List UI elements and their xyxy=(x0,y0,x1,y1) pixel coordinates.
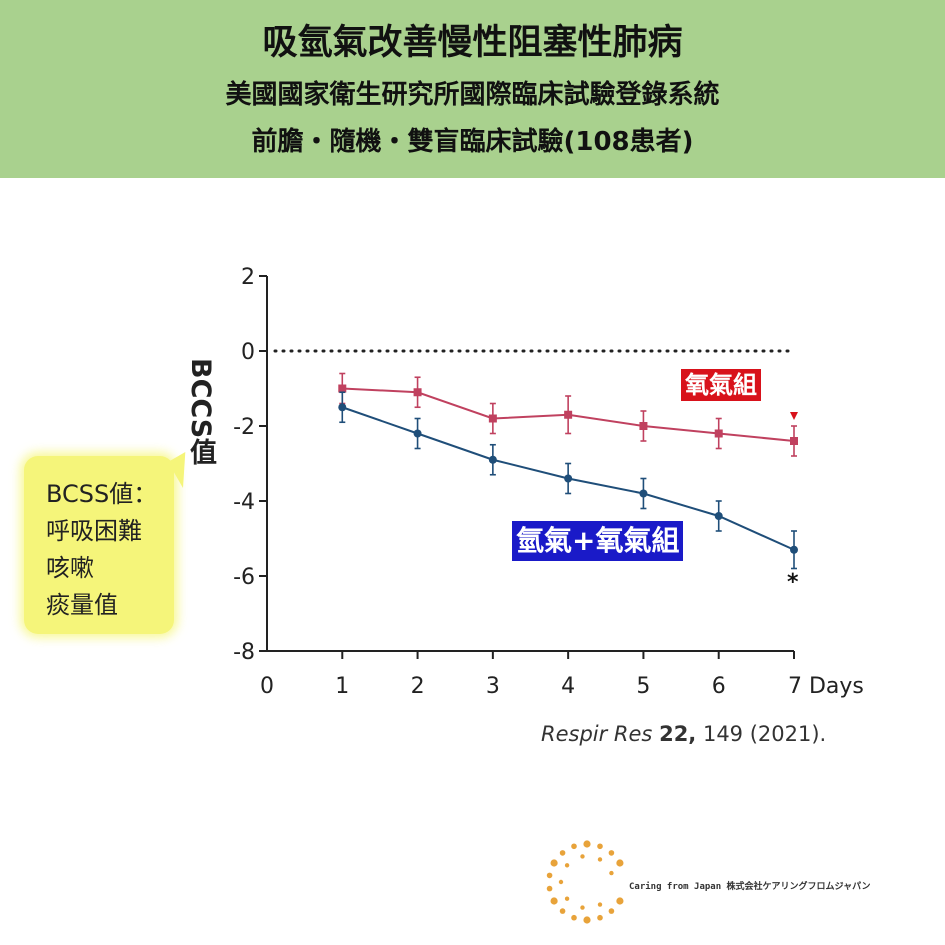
logo-dot xyxy=(597,902,603,907)
y-tick-label: -8 xyxy=(233,640,255,665)
y-axis-label: BCCS值 xyxy=(185,358,216,466)
logo-text: Caring from Japan 株式会社ケアリングフロムジャパン xyxy=(629,882,871,892)
x-tick-label: 7 Days xyxy=(788,674,864,699)
data-point-circle xyxy=(714,512,723,520)
y-tick-label: 0 xyxy=(241,340,255,365)
x-tick-label: 0 xyxy=(260,674,274,699)
logo-dot xyxy=(580,905,585,910)
y-tick-label: -6 xyxy=(233,565,255,590)
citation-volume: 22, xyxy=(659,722,697,746)
logo-dot xyxy=(583,916,591,924)
logo-dot xyxy=(580,854,585,859)
company-logo-icon xyxy=(546,840,624,924)
header-banner: 吸氫氣改善慢性阻塞性肺病 美國國家衛生研究所國際臨床試驗登錄系統 前膽・隨機・雙… xyxy=(0,0,945,178)
legend-label-hydrogen-oxygen-group: 氫氣+氧氣組 xyxy=(512,521,684,561)
logo-dot xyxy=(616,897,624,905)
logo-dot xyxy=(583,840,591,848)
logo-dot xyxy=(564,863,570,868)
logo-dot xyxy=(546,885,553,892)
x-tick-label: 6 xyxy=(712,674,726,699)
data-point-square xyxy=(338,384,347,393)
citation: Respir Res 22, 149 (2021). xyxy=(541,722,826,746)
data-point-circle xyxy=(413,429,422,438)
significance-star: * xyxy=(787,570,799,595)
citation-journal: Respir Res xyxy=(541,722,653,746)
data-point-circle xyxy=(564,474,573,483)
callout-line-sputum: 痰量值 xyxy=(46,591,118,619)
logo-dot xyxy=(608,908,615,914)
logo-dot xyxy=(559,850,566,856)
logo-dot xyxy=(597,914,603,921)
logo-dot xyxy=(546,872,553,879)
data-point-circle xyxy=(338,403,347,412)
logo-dot xyxy=(616,859,624,867)
callout-line-cough: 咳嗽 xyxy=(46,554,94,582)
y-tick-label: -4 xyxy=(233,490,255,515)
x-tick-label: 1 xyxy=(335,674,349,699)
x-tick-label: 3 xyxy=(486,674,500,699)
data-point-circle xyxy=(639,489,648,498)
logo-dot xyxy=(608,850,615,856)
x-tick-label: 4 xyxy=(561,674,575,699)
logo-dot xyxy=(550,897,558,905)
callout-line-bcss: BCSS値： xyxy=(46,480,158,508)
legend-label-oxygen-group: 氧氣組 xyxy=(681,369,761,401)
x-tick-label: 2 xyxy=(411,674,425,699)
y-tick-label: 2 xyxy=(241,265,255,290)
triangle-marker-icon xyxy=(790,412,798,420)
citation-pages: 149 (2021). xyxy=(696,722,827,746)
data-point-square xyxy=(714,429,723,438)
data-point-square xyxy=(564,410,573,419)
x-tick-label: 5 xyxy=(636,674,650,699)
page-subtitle-registry: 美國國家衛生研究所國際臨床試驗登錄系統 xyxy=(225,80,720,110)
logo-dot xyxy=(558,879,564,885)
logo-dot xyxy=(559,908,566,914)
data-point-square xyxy=(790,437,798,445)
data-point-square xyxy=(488,414,497,423)
page-subtitle-trial: 前膽・隨機・雙盲臨床試驗(108患者) xyxy=(251,127,694,157)
page-title: 吸氫氣改善慢性阻塞性肺病 xyxy=(262,23,683,63)
logo-dot xyxy=(564,896,570,901)
logo-dot xyxy=(609,870,614,876)
logo-dot xyxy=(550,859,558,867)
data-point-circle xyxy=(790,545,798,554)
y-tick-label: -2 xyxy=(233,415,255,440)
logo-dot xyxy=(597,843,603,850)
callout-line-dyspnea: 呼吸困難 xyxy=(46,517,142,545)
callout-text: BCSS値： 呼吸困難 咳嗽 痰量值 xyxy=(46,476,157,624)
data-point-circle xyxy=(488,455,497,464)
callout-bubble xyxy=(24,456,174,634)
logo-dot xyxy=(597,857,603,862)
logo-dot xyxy=(571,843,577,850)
data-point-square xyxy=(639,422,648,430)
logo-dot xyxy=(571,914,577,921)
data-point-square xyxy=(413,388,422,397)
